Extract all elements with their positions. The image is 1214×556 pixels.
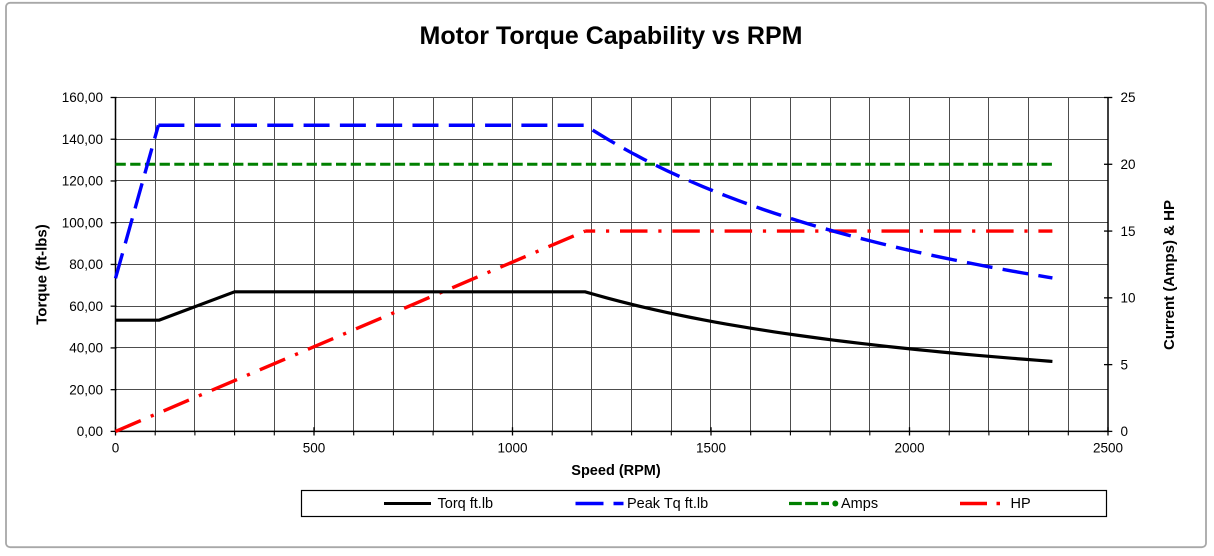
svg-text:Current (Amps) & HP: Current (Amps) & HP (1161, 200, 1178, 350)
svg-text:140,00: 140,00 (62, 132, 103, 147)
svg-text:Motor Torque Capability vs RPM: Motor Torque Capability vs RPM (420, 22, 803, 50)
svg-text:0: 0 (112, 440, 120, 455)
svg-text:20: 20 (1121, 157, 1136, 172)
svg-text:10: 10 (1121, 291, 1136, 306)
svg-text:1000: 1000 (497, 440, 527, 455)
svg-text:25: 25 (1121, 90, 1136, 105)
svg-text:160,00: 160,00 (62, 90, 103, 105)
svg-text:HP: HP (1011, 496, 1031, 512)
svg-text:Speed (RPM): Speed (RPM) (571, 463, 661, 479)
svg-text:40,00: 40,00 (69, 341, 103, 356)
svg-text:20,00: 20,00 (69, 382, 103, 397)
svg-text:15: 15 (1121, 224, 1136, 239)
svg-text:2500: 2500 (1093, 440, 1123, 455)
svg-text:1500: 1500 (696, 440, 726, 455)
svg-text:60,00: 60,00 (69, 299, 103, 314)
svg-text:Torque (ft-lbs): Torque (ft-lbs) (34, 224, 51, 325)
svg-text:100,00: 100,00 (62, 215, 103, 230)
svg-text:120,00: 120,00 (62, 174, 103, 189)
svg-text:Peak Tq ft.lb: Peak Tq ft.lb (627, 496, 708, 512)
svg-text:5: 5 (1121, 357, 1129, 372)
svg-text:0,00: 0,00 (77, 424, 103, 439)
svg-text:Torq ft.lb: Torq ft.lb (438, 496, 494, 512)
svg-text:Amps: Amps (841, 496, 878, 512)
svg-text:0: 0 (1121, 424, 1129, 439)
svg-text:80,00: 80,00 (69, 257, 103, 272)
svg-text:500: 500 (303, 440, 326, 455)
svg-text:2000: 2000 (894, 440, 924, 455)
